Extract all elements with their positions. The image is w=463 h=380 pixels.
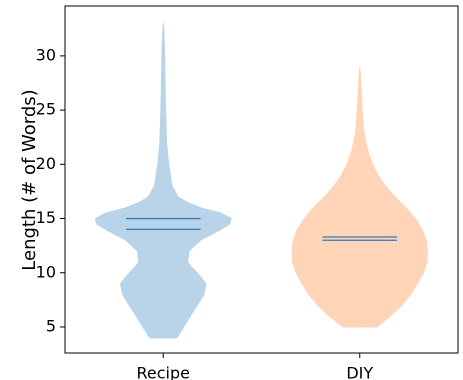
violin-layer [94,22,429,339]
y-tick-label: 5 [46,316,56,335]
stat-lines-layer [125,217,398,241]
y-tick-label: 15 [36,208,56,227]
y-axis-label: Length (# of Words) [19,89,40,270]
y-axis: 5 10 15 20 25 30 [36,45,65,335]
y-tick-label: 10 [36,262,56,281]
violin-diy [291,66,429,328]
y-tick-label: 30 [36,45,56,64]
y-tick-label: 20 [36,154,56,173]
x-axis: Recipe DIY [137,353,373,380]
violin-recipe [94,22,232,339]
y-tick-label: 25 [36,100,56,119]
x-tick-label-recipe: Recipe [137,364,190,380]
plot-frame [64,5,459,354]
x-tick-label-diy: DIY [346,364,373,380]
